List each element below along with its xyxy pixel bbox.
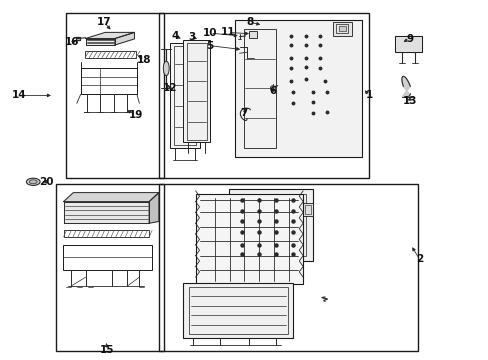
Polygon shape (85, 39, 115, 45)
Bar (81, 68, 137, 94)
Text: 13: 13 (402, 96, 416, 106)
Bar (62, 245, 151, 270)
Text: 7: 7 (239, 108, 247, 118)
Ellipse shape (163, 61, 169, 76)
Text: 9: 9 (406, 33, 412, 44)
Bar (183, 40, 210, 142)
Text: 4: 4 (171, 31, 179, 41)
Bar (195, 194, 303, 284)
Text: 12: 12 (163, 83, 177, 93)
Bar (304, 205, 311, 214)
Polygon shape (85, 32, 134, 39)
Bar (85, 51, 136, 58)
Polygon shape (149, 193, 159, 223)
Bar (183, 283, 293, 338)
Bar (159, 184, 417, 351)
Text: 20: 20 (39, 177, 54, 187)
Bar (303, 203, 312, 216)
Bar (159, 13, 368, 178)
Text: 15: 15 (99, 345, 114, 355)
Polygon shape (394, 36, 421, 52)
Text: 16: 16 (65, 37, 80, 48)
Text: 1: 1 (365, 90, 372, 100)
Text: 10: 10 (203, 28, 217, 38)
Polygon shape (63, 193, 159, 202)
Bar (234, 20, 361, 157)
Bar (394, 36, 421, 52)
Ellipse shape (270, 86, 275, 91)
Text: 5: 5 (206, 41, 213, 51)
Bar (66, 13, 163, 178)
Text: 8: 8 (246, 17, 253, 27)
Bar (332, 22, 351, 36)
Bar (186, 43, 206, 140)
Polygon shape (115, 32, 134, 45)
Polygon shape (76, 37, 80, 40)
Bar (56, 184, 163, 351)
Bar (236, 194, 305, 256)
Ellipse shape (26, 178, 40, 185)
Text: 17: 17 (97, 17, 111, 27)
Bar (63, 230, 149, 237)
Polygon shape (401, 76, 411, 97)
Text: 11: 11 (220, 27, 235, 37)
Bar (174, 46, 195, 145)
Text: 2: 2 (415, 254, 422, 264)
Text: 14: 14 (12, 90, 27, 100)
Polygon shape (63, 202, 149, 223)
Bar (228, 189, 312, 261)
Bar (249, 31, 256, 38)
Text: 19: 19 (128, 110, 143, 120)
Text: 18: 18 (137, 55, 151, 65)
Bar (170, 43, 199, 148)
Text: 6: 6 (269, 86, 276, 96)
Ellipse shape (29, 180, 37, 184)
Bar (336, 24, 347, 33)
Bar (338, 26, 345, 31)
Text: 3: 3 (188, 32, 195, 42)
Bar (244, 29, 276, 148)
Bar (189, 287, 287, 334)
